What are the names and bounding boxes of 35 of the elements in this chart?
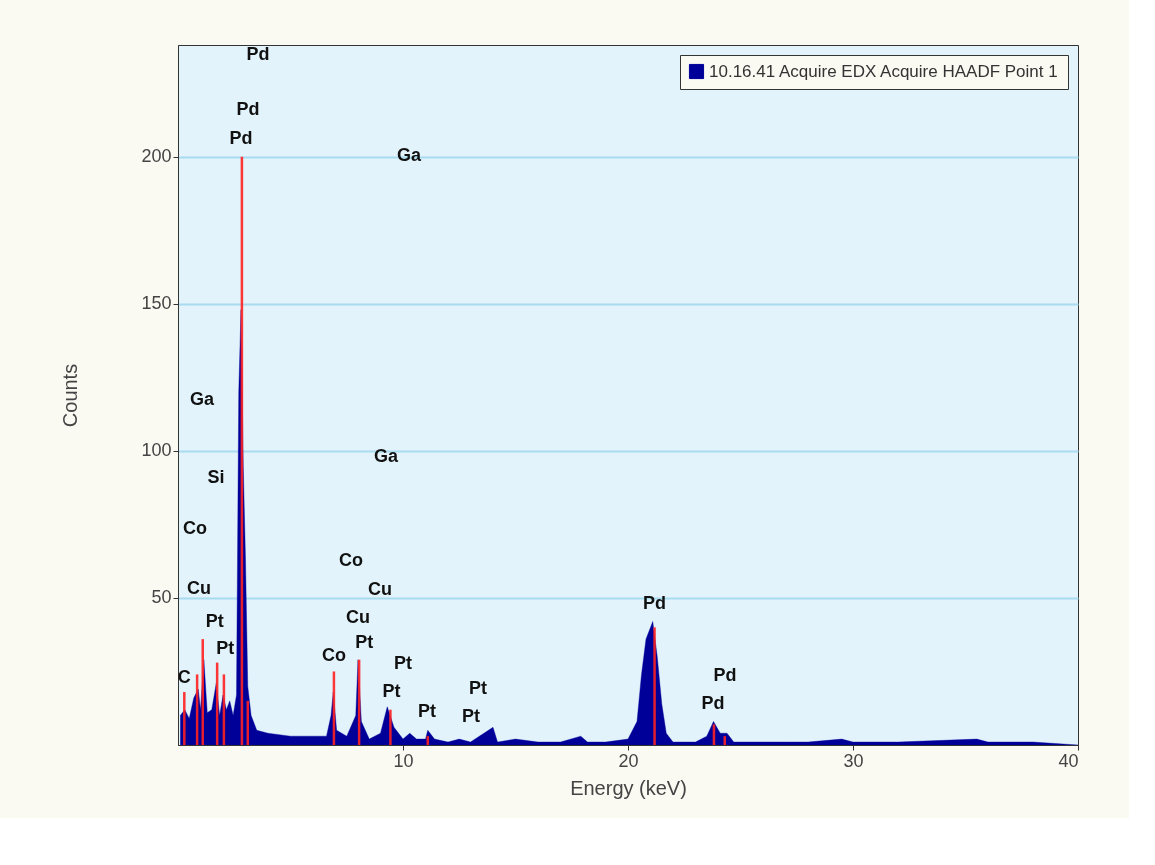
x-tick-label: 40	[1058, 750, 1079, 771]
annotation: Ga	[373, 446, 399, 466]
annotation: Pt	[355, 631, 374, 652]
annotation: Pt	[205, 611, 224, 632]
annotation: Cu	[187, 578, 211, 598]
y-axis-title: Counts	[59, 363, 82, 428]
y-tick-label: 150	[141, 293, 172, 314]
annotation: Pt	[216, 637, 235, 658]
legend-label: 10.16.41 Acquire EDX Acquire HAADF Point 1	[709, 61, 1058, 81]
annotation: Co	[339, 550, 363, 570]
annotation: Co	[183, 518, 207, 538]
annotation: Co	[321, 645, 346, 666]
annotation: Cu	[368, 579, 392, 599]
annotation: Pt	[469, 678, 488, 698]
annotation: Pd	[701, 693, 725, 714]
annotation: Si	[207, 467, 225, 487]
y-tick-label: 200	[141, 146, 172, 167]
annotation: Pt	[462, 706, 481, 726]
x-tick-label: 30	[843, 750, 864, 771]
annotation: Pt	[418, 701, 437, 721]
y-tick-label: 100	[141, 440, 172, 461]
annotation: Pd	[643, 593, 667, 614]
x-axis-title: Energy (keV)	[570, 776, 687, 799]
annotation: Pd	[229, 128, 253, 148]
annotation: Pd	[236, 99, 260, 119]
annotation: Cu	[346, 607, 370, 627]
annotation: Pt	[382, 680, 401, 701]
y-tick-label: 50	[151, 587, 172, 608]
annotation: Ga	[396, 145, 422, 165]
x-tick-label: 10	[393, 750, 414, 771]
annotation: Pt	[394, 653, 413, 673]
annotation: Pd	[713, 665, 737, 685]
annotation: Pd	[246, 44, 270, 64]
annotation: Ga	[189, 389, 215, 409]
x-tick-label: 20	[618, 750, 639, 771]
